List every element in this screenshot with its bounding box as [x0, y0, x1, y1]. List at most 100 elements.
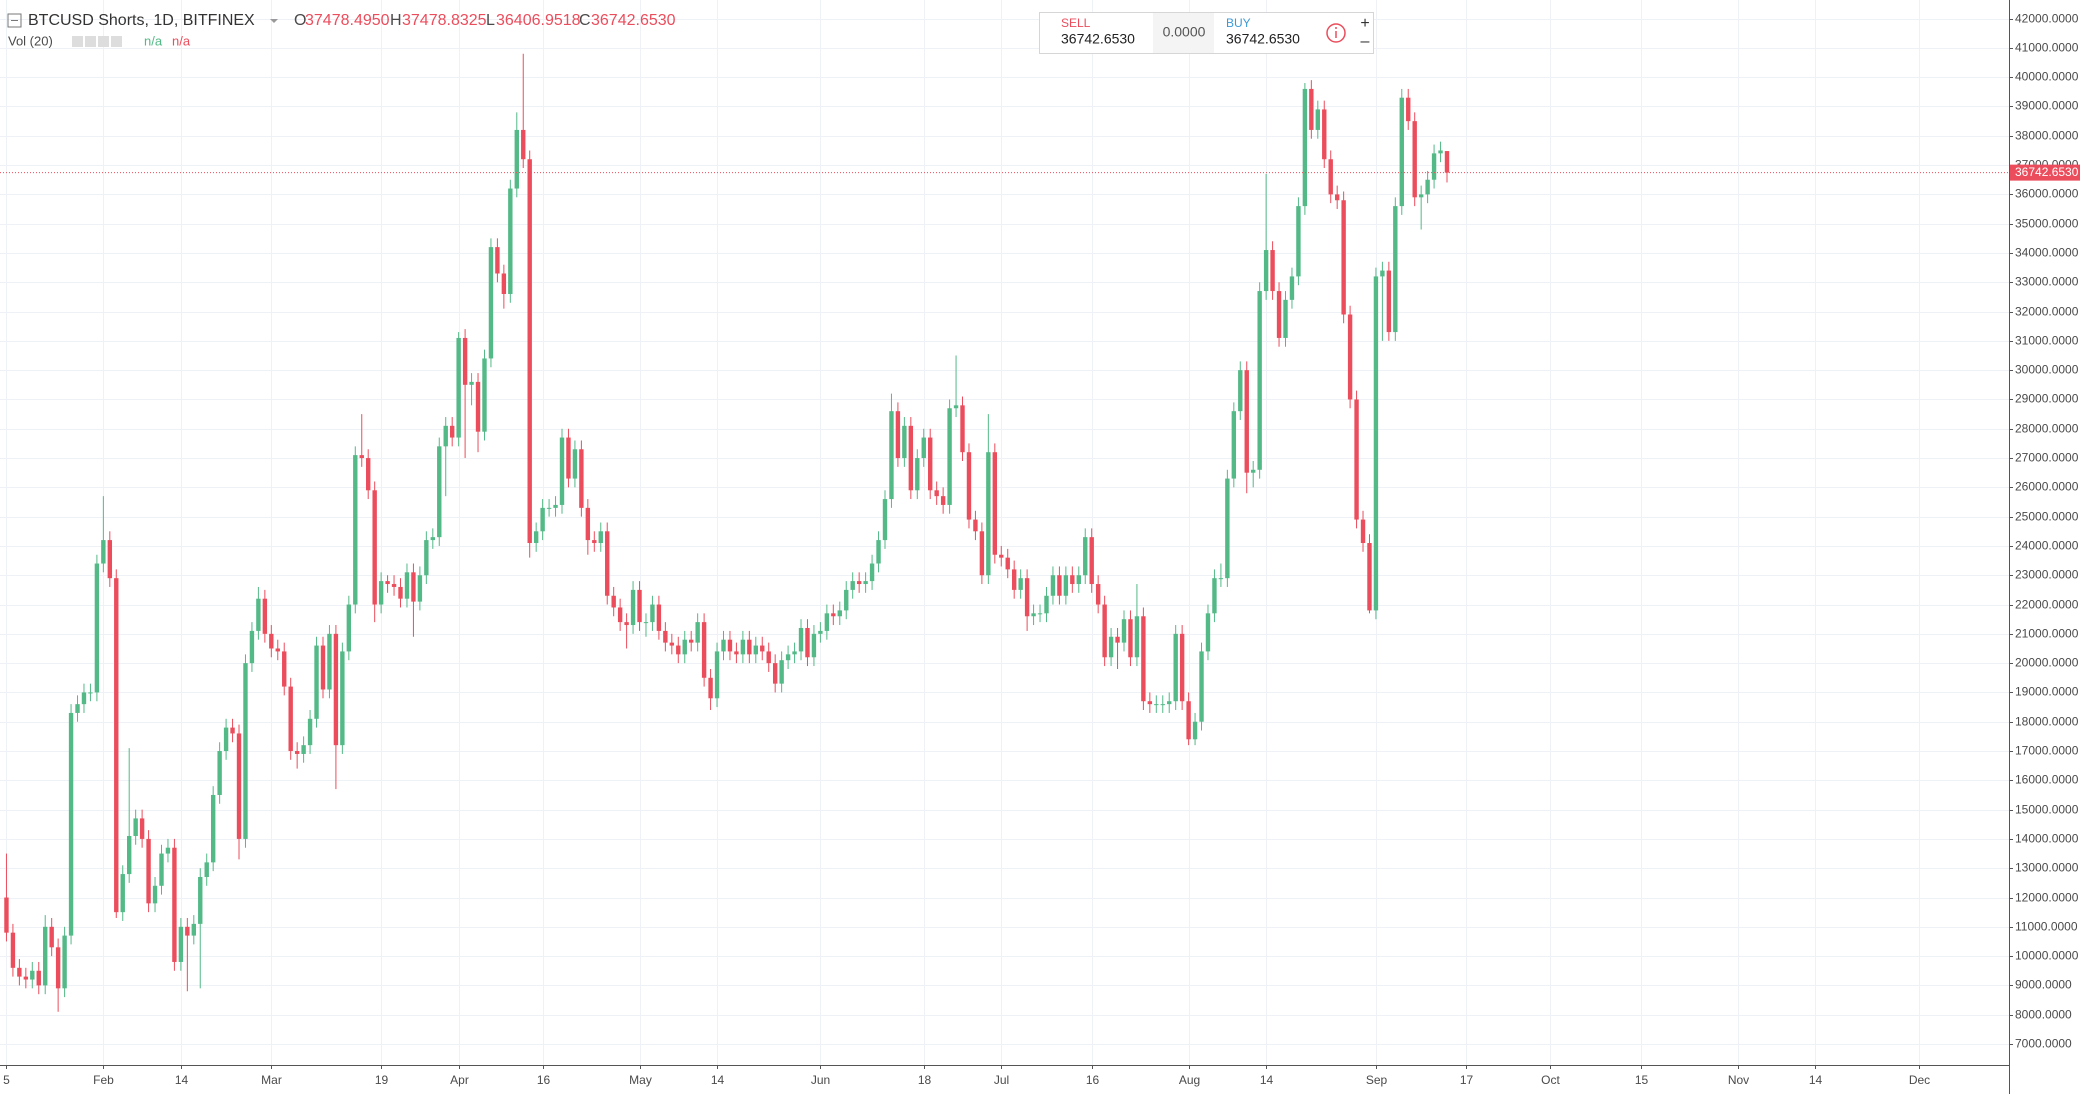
candle-body [682, 639, 687, 655]
candle-body [1276, 291, 1282, 338]
candle-body [1302, 88, 1308, 207]
candle-body [1063, 575, 1069, 596]
candle-body [353, 455, 358, 605]
candle-body [934, 490, 939, 497]
indicator-icon[interactable] [111, 36, 122, 47]
candle-body [592, 540, 597, 544]
info-button[interactable] [1326, 23, 1346, 43]
candle-body [1095, 584, 1101, 605]
candle-body [185, 926, 190, 936]
candle-body [17, 967, 22, 977]
candle-body [1011, 569, 1017, 590]
candle-body [785, 654, 791, 661]
candle-body [437, 446, 442, 538]
candle-body [740, 639, 746, 655]
axes: 42000.0000 41000.0000 40000.0000 39000.0000… [3, 12, 2080, 1087]
candle-body [1147, 701, 1153, 705]
candle-body [133, 818, 138, 836]
candle-body [1199, 651, 1204, 722]
indicator-icon[interactable] [85, 36, 96, 47]
candle-body [55, 947, 61, 989]
candle-body [217, 751, 222, 795]
y-tick-label: 28000.0000 [2015, 422, 2079, 436]
spread: 0.0000 [1163, 24, 1206, 40]
candle-body [973, 519, 978, 532]
candle-body [1141, 616, 1146, 702]
x-tick-label: 16 [1086, 1073, 1100, 1087]
collapse-button[interactable] [7, 13, 22, 28]
candle-body [928, 437, 933, 491]
candle-body [766, 651, 771, 664]
indicator-icon[interactable] [98, 36, 109, 47]
candle-body [1386, 270, 1392, 333]
candle-body [411, 572, 416, 602]
candle-body [553, 504, 558, 508]
x-tick-label: 14 [711, 1073, 725, 1087]
candle-body [1218, 578, 1224, 580]
candle-body [902, 425, 907, 459]
candle-body [960, 405, 965, 453]
candle-body [126, 835, 132, 875]
ohlc-value: 36742.6530 [591, 12, 676, 29]
candle-body [992, 452, 998, 555]
candle-body [1406, 97, 1411, 122]
candle-body [876, 540, 881, 564]
candle-body [837, 610, 842, 617]
candle-body [385, 581, 390, 585]
candle-body [637, 589, 642, 623]
x-tick-label: 19 [375, 1073, 389, 1087]
candle-body [1134, 616, 1140, 658]
sell-button[interactable] [1050, 13, 1153, 53]
last-price-box [2010, 164, 2080, 181]
y-tick-label: 21000.0000 [2015, 627, 2079, 641]
x-tick-label: 15 [1635, 1073, 1649, 1087]
zoom-in[interactable]: + [1360, 15, 1369, 32]
candle-body [940, 496, 946, 505]
candle-body [43, 926, 48, 986]
candle-body [139, 818, 145, 839]
candle-body [1347, 314, 1353, 400]
y-tick-label: 35000.0000 [2015, 217, 2079, 231]
candle-body [346, 604, 352, 652]
y-tick-label: 33000.0000 [2015, 275, 2079, 289]
candle-body [1102, 604, 1107, 658]
candle-body [1057, 575, 1062, 596]
symbol-dropdown[interactable] [270, 19, 278, 23]
candle-body [81, 692, 87, 705]
candle-body [669, 642, 675, 646]
indicator-icon[interactable] [72, 36, 83, 47]
y-tick-label: 38000.0000 [2015, 129, 2079, 143]
x-tick-label: Jul [994, 1073, 1009, 1087]
candle-body [966, 452, 972, 520]
sell-price: 36742.6530 [1061, 31, 1135, 47]
candle-body [508, 188, 513, 294]
candle-body [1186, 701, 1191, 740]
zoom-out[interactable]: – [1361, 33, 1370, 50]
candle-body [953, 405, 959, 409]
candle-body [417, 575, 423, 602]
candle-body [1296, 206, 1301, 277]
y-tick-label: 13000.0000 [2015, 861, 2079, 875]
candle-body [449, 425, 455, 438]
candle-body [204, 862, 209, 878]
candle-body [4, 897, 9, 933]
ohlc-value: 37478.8325 [402, 12, 487, 29]
y-tick-label: 25000.0000 [2015, 510, 2079, 524]
candle-body [527, 159, 532, 544]
x-tick-label: Sep [1366, 1073, 1388, 1087]
candle-body [1005, 557, 1010, 570]
candle-body [701, 622, 707, 678]
candle-body [1154, 704, 1159, 706]
candle-body [818, 630, 823, 634]
candle-body [366, 458, 371, 491]
candle-body [333, 633, 339, 746]
candle-body [275, 648, 280, 652]
candle-body [572, 449, 578, 479]
y-tick-label: 19000.0000 [2015, 685, 2079, 699]
y-tick-label: 30000.0000 [2015, 363, 2079, 377]
y-tick-label: 34000.0000 [2015, 246, 2079, 260]
candle-body [1444, 151, 1450, 173]
candle-body [521, 129, 526, 160]
candle-body [1289, 276, 1295, 300]
